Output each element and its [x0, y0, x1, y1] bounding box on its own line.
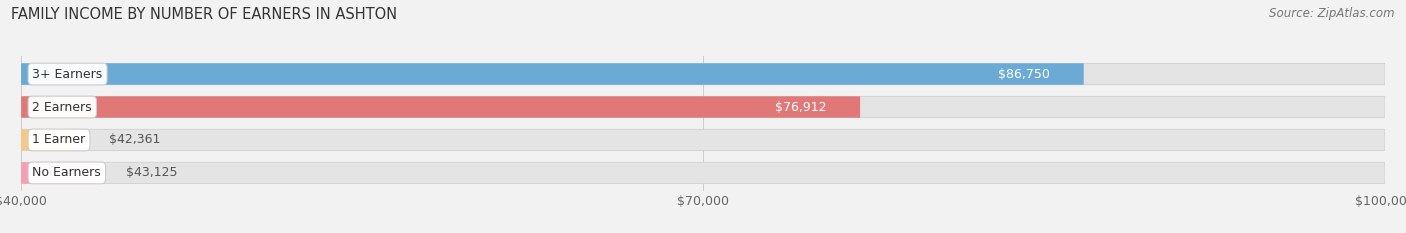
Text: FAMILY INCOME BY NUMBER OF EARNERS IN ASHTON: FAMILY INCOME BY NUMBER OF EARNERS IN AS…	[11, 7, 398, 22]
FancyBboxPatch shape	[21, 63, 1385, 85]
Text: $86,750: $86,750	[998, 68, 1050, 81]
Text: $42,361: $42,361	[108, 134, 160, 147]
Text: 3+ Earners: 3+ Earners	[32, 68, 103, 81]
FancyBboxPatch shape	[21, 129, 1385, 151]
Text: $76,912: $76,912	[775, 100, 825, 113]
Text: Source: ZipAtlas.com: Source: ZipAtlas.com	[1270, 7, 1395, 20]
FancyBboxPatch shape	[21, 96, 860, 118]
Text: 1 Earner: 1 Earner	[32, 134, 86, 147]
Text: $43,125: $43,125	[127, 166, 177, 179]
FancyBboxPatch shape	[21, 96, 1385, 118]
FancyBboxPatch shape	[21, 162, 1385, 184]
Text: 2 Earners: 2 Earners	[32, 100, 91, 113]
Text: No Earners: No Earners	[32, 166, 101, 179]
FancyBboxPatch shape	[21, 63, 1084, 85]
FancyBboxPatch shape	[21, 129, 75, 151]
FancyBboxPatch shape	[21, 162, 93, 184]
